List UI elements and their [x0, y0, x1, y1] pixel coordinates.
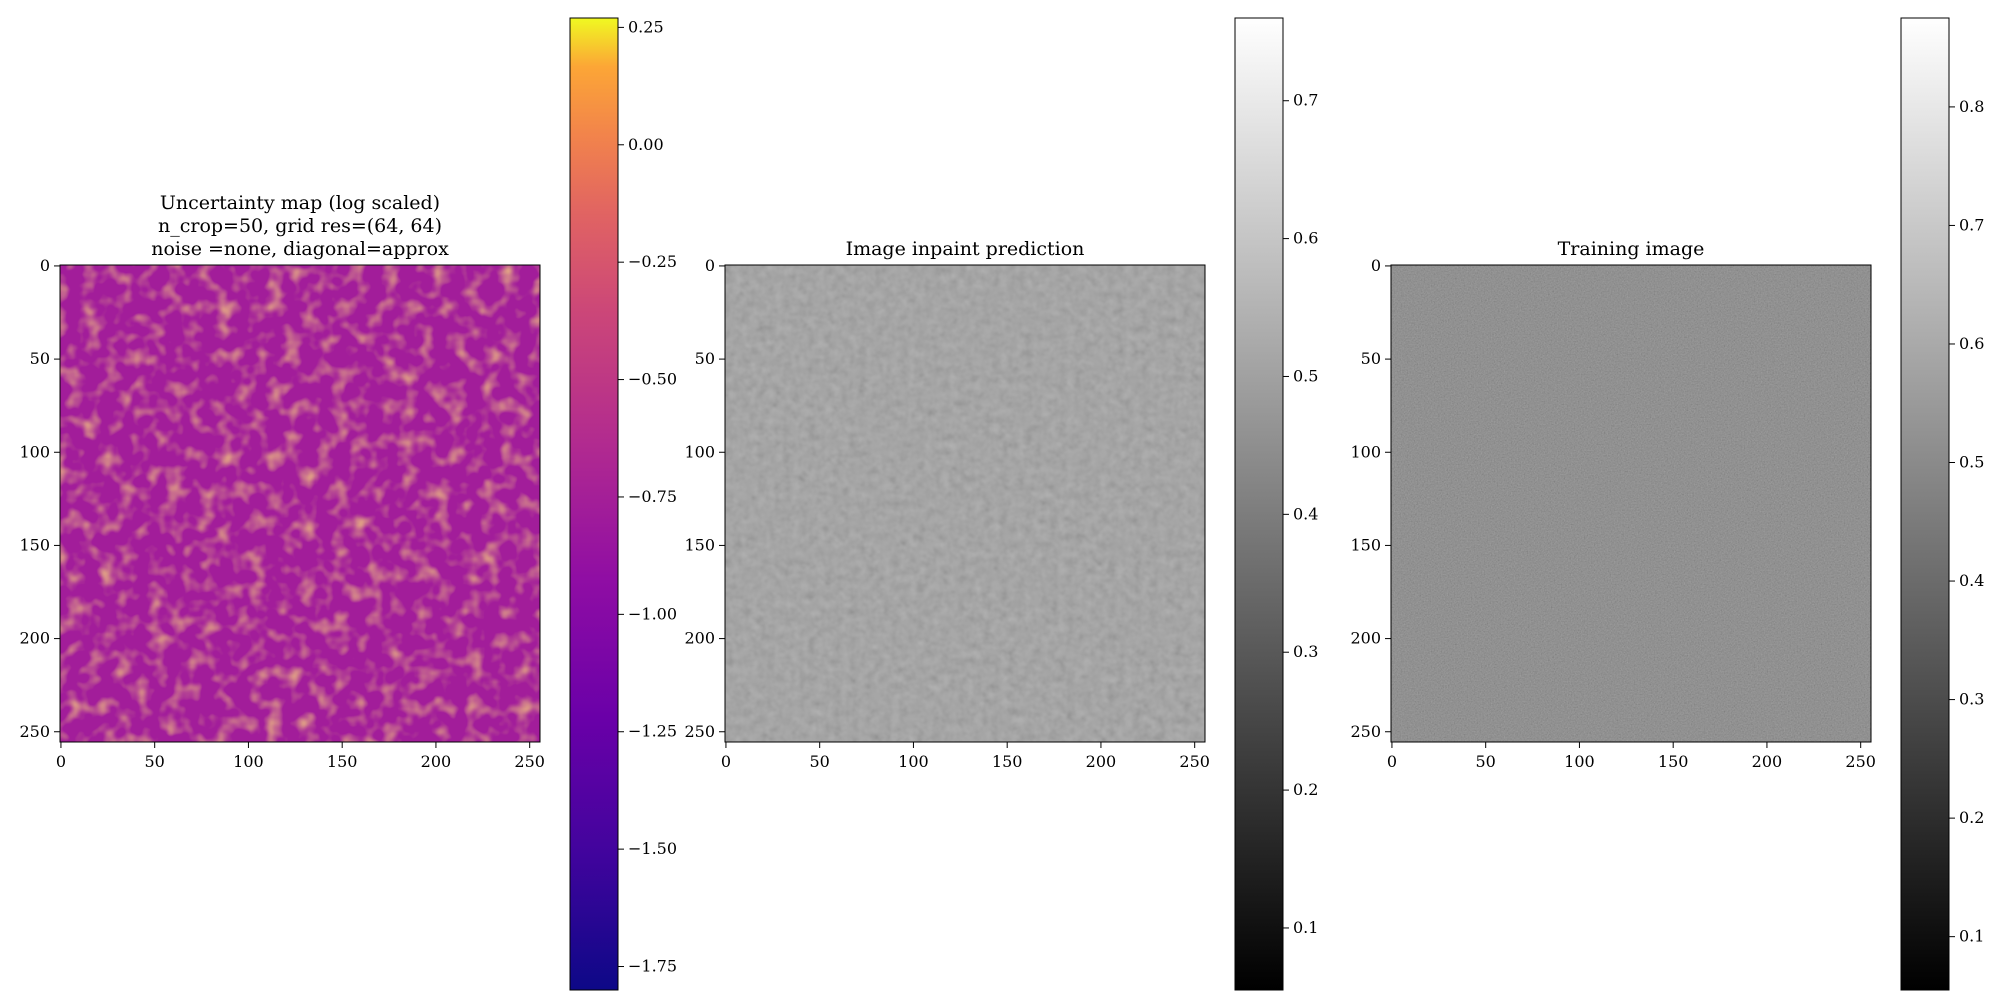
colorbar-tick-label: −1.25 [628, 722, 677, 741]
colorbar-tick-label: 0.2 [1293, 780, 1318, 799]
colorbar-tick-label: −1.75 [628, 957, 677, 976]
training-starfish-image [1391, 265, 1871, 742]
y-tick-label: 250 [1350, 722, 1381, 741]
x-tick-label: 100 [1564, 752, 1595, 771]
y-tick-label: 0 [40, 256, 50, 275]
y-tick-label: 200 [684, 629, 715, 648]
y-tick-label: 100 [19, 442, 50, 461]
x-tick-label: 100 [233, 752, 264, 771]
y-tick-label: 250 [19, 722, 50, 741]
x-tick-label: 150 [327, 752, 358, 771]
panel1-colorbar [569, 17, 619, 991]
colorbar-tick-label: 0.3 [1959, 690, 1984, 709]
panel1-title-line1: Uncertainty map (log scaled) [160, 192, 440, 214]
colorbar-tick-label: −0.25 [628, 252, 677, 271]
y-tick-label: 0 [705, 256, 715, 275]
x-tick-label: 100 [898, 752, 929, 771]
y-tick-label: 50 [695, 349, 715, 368]
y-tick-label: 150 [19, 535, 50, 554]
x-tick-label: 150 [992, 752, 1023, 771]
colorbar-tick-label: −1.50 [628, 839, 677, 858]
colorbar-tick-label: −0.50 [628, 370, 677, 389]
panel3-colorbar [1900, 17, 1950, 991]
y-tick-label: 250 [684, 722, 715, 741]
panel1-axes-frame [59, 264, 541, 743]
colorbar-tick-label: 0.5 [1293, 366, 1318, 385]
colorbar-tick-label: 0.7 [1959, 215, 1984, 234]
panel2-colorbar [1234, 17, 1284, 991]
panel3-colorbar-ticks: 0.8 0.7 0.6 0.5 0.4 0.3 0.2 0.1 [1949, 97, 1984, 946]
y-tick-label: 100 [1350, 442, 1381, 461]
colorbar-tick-label: 0.7 [1293, 91, 1318, 110]
colorbar-tick-label: 0.2 [1959, 808, 1984, 827]
y-tick-label: 100 [684, 442, 715, 461]
colorbar-tick-label: 0.1 [1959, 927, 1984, 946]
panel2-title: Image inpaint prediction [846, 238, 1085, 260]
x-tick-label: 200 [421, 752, 452, 771]
panel1-colorbar-ticks: 0.25 0.00 −0.25 −0.50 −0.75 −1.00 −1.25 −1.50 −1… [618, 17, 677, 976]
colorbar-tick-label: 0.8 [1959, 97, 1984, 116]
panel1-axis-ticks: 0 50 100 150 200 250 0 50 100 150 200 250 [19, 256, 545, 771]
colorbar-tick-label: −0.75 [628, 487, 677, 506]
y-tick-label: 50 [1361, 349, 1381, 368]
colorbar-tick-label: 0.00 [628, 135, 664, 154]
y-tick-label: 150 [684, 535, 715, 554]
colorbar-tick-label: 0.3 [1293, 642, 1318, 661]
panel-inpaint-prediction: Image inpaint prediction 0 50 100 150 200 250… [684, 17, 1318, 991]
x-tick-label: 150 [1658, 752, 1689, 771]
x-tick-label: 250 [1845, 752, 1876, 771]
colorbar-tick-label: 0.5 [1959, 453, 1984, 472]
y-tick-label: 200 [1350, 629, 1381, 648]
panel-training-image: Training image 0 50 100 150 200 250 0 50 100 150 2… [1350, 17, 1984, 991]
uncertainty-heatmap-image [60, 265, 540, 742]
x-tick-label: 50 [810, 752, 830, 771]
colorbar-tick-label: 0.4 [1293, 504, 1318, 523]
panel2-axis-ticks: 0 50 100 150 200 250 0 50 100 150 200 250 [684, 256, 1210, 771]
x-tick-label: 0 [721, 752, 731, 771]
panel2-axes-frame [724, 264, 1206, 743]
panel2-colorbar-ticks: 0.7 0.6 0.5 0.4 0.3 0.2 0.1 [1283, 91, 1318, 937]
inpaint-prediction-image [725, 265, 1205, 742]
colorbar-tick-label: −1.00 [628, 604, 677, 623]
x-tick-label: 200 [1086, 752, 1117, 771]
x-tick-label: 50 [1476, 752, 1496, 771]
colorbar-tick-label: 0.6 [1959, 334, 1984, 353]
panel-uncertainty: Uncertainty map (log scaled) n_crop=50, … [19, 17, 677, 991]
panel1-title-line2: n_crop=50, grid res=(64, 64) [158, 215, 442, 237]
x-tick-label: 200 [1752, 752, 1783, 771]
y-tick-label: 0 [1371, 256, 1381, 275]
panel1-title-line3: noise =none, diagonal=approx [151, 238, 449, 260]
x-tick-label: 0 [1387, 752, 1397, 771]
panel3-title: Training image [1558, 238, 1705, 260]
panel3-axis-ticks: 0 50 100 150 200 250 0 50 100 150 200 250 [1350, 256, 1876, 771]
colorbar-tick-label: 0.25 [628, 17, 664, 36]
y-tick-label: 50 [30, 349, 50, 368]
x-tick-label: 50 [145, 752, 165, 771]
x-tick-label: 0 [56, 752, 66, 771]
panel3-axes-frame [1390, 264, 1872, 743]
x-tick-label: 250 [514, 752, 545, 771]
y-tick-label: 200 [19, 629, 50, 648]
colorbar-tick-label: 0.4 [1959, 571, 1984, 590]
x-tick-label: 250 [1179, 752, 1210, 771]
y-tick-label: 150 [1350, 535, 1381, 554]
colorbar-tick-label: 0.1 [1293, 918, 1318, 937]
colorbar-tick-label: 0.6 [1293, 229, 1318, 248]
